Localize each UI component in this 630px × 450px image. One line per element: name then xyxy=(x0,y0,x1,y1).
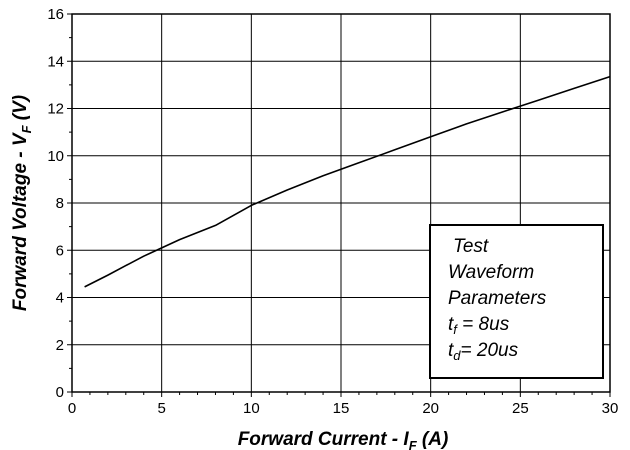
tf-value: = 8us xyxy=(457,314,510,335)
test-parameters-line-2: Parameters xyxy=(448,288,547,309)
x-tick-label: 10 xyxy=(243,400,260,417)
x-axis-title-prefix: Forward Current - I xyxy=(238,429,410,450)
y-tick-label: 6 xyxy=(56,242,64,259)
y-tick-label: 12 xyxy=(47,101,64,118)
x-tick-label: 25 xyxy=(512,400,529,417)
y-axis-title-prefix: Forward Voltage - V xyxy=(10,132,31,311)
y-tick-label: 0 xyxy=(56,384,64,401)
td-subscript: d xyxy=(453,348,461,363)
y-axis-title: Forward Voltage - VF (V) xyxy=(10,95,34,311)
x-axis-title-suffix: (A) xyxy=(417,429,449,450)
test-parameters-box: Test Waveform Parameters tf = 8us td= 20… xyxy=(429,224,604,379)
test-parameters-frame xyxy=(429,224,604,379)
x-tick-label: 20 xyxy=(422,400,439,417)
y-tick-label: 10 xyxy=(47,148,64,165)
series-layer xyxy=(84,75,611,288)
y-tick-label: 16 xyxy=(47,6,64,23)
test-parameter-td: td= 20us xyxy=(448,340,519,363)
test-parameter-tf: tf = 8us xyxy=(448,314,510,337)
test-parameters-title: Test xyxy=(453,236,489,257)
forward-voltage-curve xyxy=(84,75,611,288)
y-tick-label: 14 xyxy=(47,53,64,70)
x-tick-label: 30 xyxy=(602,400,619,417)
y-tick-label: 2 xyxy=(56,337,64,354)
x-axis-title-subscript: F xyxy=(409,438,418,450)
y-axis-title-suffix: (V) xyxy=(10,95,31,126)
test-parameters-line-1: Waveform xyxy=(448,262,534,283)
y-tick-label: 4 xyxy=(56,290,64,307)
y-axis-title-subscript: F xyxy=(19,124,34,133)
x-tick-label: 15 xyxy=(333,400,350,417)
y-tick-label: 8 xyxy=(56,195,64,212)
plot-frame xyxy=(71,13,611,393)
tf-symbol: t xyxy=(448,314,454,335)
x-tick-label: 0 xyxy=(68,400,76,417)
x-tick-label: 5 xyxy=(157,400,165,417)
tf-subscript: f xyxy=(453,322,458,337)
td-value: = 20us xyxy=(461,340,519,361)
tick-labels: 0 5 10 15 20 25 30 0 2 4 6 8 10 12 14 16 xyxy=(47,6,618,417)
td-symbol: t xyxy=(448,340,454,361)
x-axis-title: Forward Current - IF (A) xyxy=(238,429,449,450)
